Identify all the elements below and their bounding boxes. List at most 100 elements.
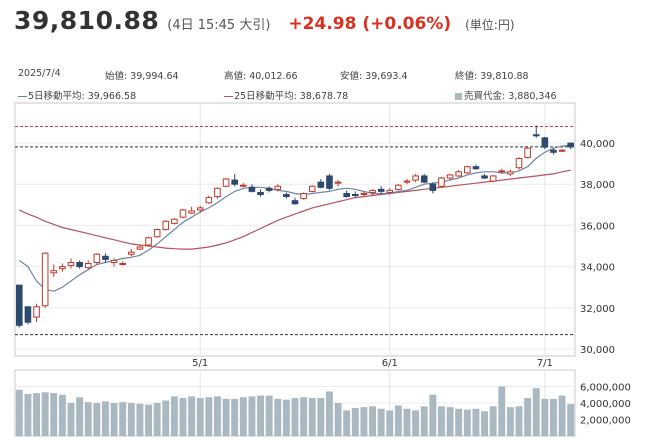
volume-bar <box>567 403 575 436</box>
candle-body <box>179 209 187 218</box>
volume-bar <box>394 405 402 436</box>
candle-body <box>395 184 402 190</box>
ma25-swatch <box>224 95 233 98</box>
volume-bar <box>463 409 471 436</box>
candle-body <box>33 306 40 318</box>
volume-bar <box>438 406 445 436</box>
volume-bar <box>343 410 351 436</box>
volume-bar <box>222 398 230 436</box>
candle-body <box>283 194 290 198</box>
x-tick-label: 5/1 <box>192 358 208 369</box>
info-date: 2025/7/4 <box>18 68 61 79</box>
candle-body <box>386 189 394 193</box>
candle-body <box>550 149 557 153</box>
candle-body <box>541 137 549 148</box>
candle-body <box>93 253 101 263</box>
candle-body <box>274 185 282 190</box>
volume-bar <box>93 403 101 436</box>
ma5-line <box>18 144 571 292</box>
volume-bar <box>326 391 333 436</box>
volume-bar <box>429 394 437 436</box>
price-tick-label: 40,000 <box>580 139 615 150</box>
volume-bar <box>136 403 144 436</box>
volume-bar <box>205 397 213 436</box>
volume-bar <box>76 397 84 436</box>
candle-body <box>240 184 247 187</box>
volume-bar <box>274 398 282 436</box>
legend-ma5: 5日移動平均: 39,966.58 <box>18 88 136 102</box>
volume-tick-label: 4,000,000 <box>580 399 631 410</box>
volume-bar <box>403 408 411 436</box>
info-close: 終値: 39,810.88 <box>455 71 529 82</box>
candle-body <box>231 179 238 185</box>
candle-body <box>429 183 437 191</box>
volume-bar <box>196 398 204 436</box>
volume-bar <box>317 398 325 436</box>
volume-bar <box>153 403 161 436</box>
candle-body <box>326 175 333 189</box>
legend-ma25-label: 25日移動平均: 38,678.78 <box>234 91 349 102</box>
volume-bar <box>524 398 532 436</box>
price-tick-label: 30,000 <box>580 345 615 356</box>
candle-body <box>532 134 540 137</box>
ma25-line <box>19 169 571 250</box>
price-change: +24.98 (+0.06%) <box>288 14 452 34</box>
volume-bar <box>257 395 264 436</box>
candle-body <box>188 210 195 214</box>
candle-body <box>145 237 152 246</box>
x-tick-label: 6/1 <box>382 358 398 369</box>
candle-body <box>507 171 514 175</box>
candle-body <box>110 259 118 263</box>
volume-bar <box>472 408 480 436</box>
candle-body <box>558 149 566 152</box>
candle-body <box>464 166 471 174</box>
candle-body <box>84 263 92 269</box>
volume-bar <box>481 411 488 436</box>
candle-body <box>119 263 126 266</box>
candle-body <box>205 197 213 204</box>
candle-body <box>214 187 221 198</box>
candle-body <box>472 166 480 170</box>
candle-body <box>412 175 419 181</box>
candle-body <box>317 181 325 188</box>
candle-body <box>76 261 83 268</box>
volume-bar <box>515 406 523 436</box>
ma5-swatch <box>18 95 27 98</box>
volume-bar <box>127 403 135 436</box>
candle-body <box>455 171 462 177</box>
price-tick-label: 32,000 <box>580 304 615 315</box>
candle-body <box>352 194 359 197</box>
volume-bar <box>265 395 273 436</box>
candle-body <box>248 186 256 192</box>
candle-body <box>377 188 385 192</box>
candle-body <box>300 192 307 200</box>
volume-bar <box>550 398 557 436</box>
volume-bar <box>15 389 23 436</box>
legend-volume: 売買代金: 3,880,346 <box>455 88 557 102</box>
volume-bar <box>24 393 32 436</box>
candle-body <box>171 218 178 224</box>
volume-bar <box>498 386 506 436</box>
volume-bar <box>33 393 40 436</box>
candle-body <box>403 180 411 183</box>
volume-bar <box>489 406 497 436</box>
volume-bar <box>188 396 196 436</box>
candle-body <box>360 192 368 196</box>
info-open: 始値: 39,994.64 <box>105 71 179 82</box>
volume-bar <box>541 398 549 436</box>
legend-ma25: 25日移動平均: 38,678.78 <box>224 88 348 102</box>
volume-swatch <box>455 93 462 100</box>
price-tick-label: 38,000 <box>580 180 615 191</box>
volume-tick-label: 2,000,000 <box>580 416 631 427</box>
candle-body <box>67 261 75 267</box>
volume-bar <box>84 402 92 436</box>
current-price: 39,810.88 <box>14 6 160 35</box>
price-tick-label: 34,000 <box>580 263 615 274</box>
volume-bar <box>179 398 187 436</box>
candle-body <box>257 191 264 196</box>
candle-body <box>343 192 350 198</box>
candle-body <box>489 175 497 182</box>
volume-bar <box>145 404 152 436</box>
candle-body <box>515 157 523 169</box>
candle-body <box>481 175 488 179</box>
